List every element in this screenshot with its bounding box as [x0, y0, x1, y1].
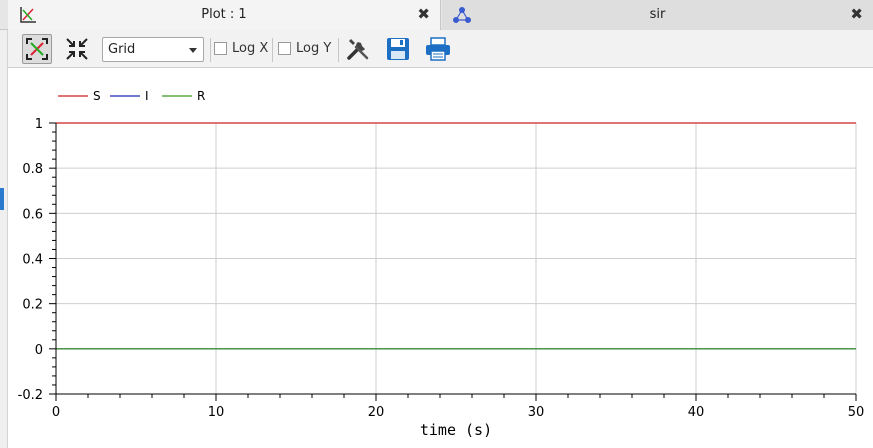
axes: 0 10 20 30 40 50 -0.2 0 0.2 0.4 0.6 0.8 1	[18, 117, 865, 420]
zoom-reset-button[interactable]	[62, 34, 92, 64]
y-tick-label: -0.2	[18, 388, 43, 403]
y-tick-label: 0.4	[22, 253, 43, 268]
setup-button[interactable]	[343, 34, 373, 64]
grid-lines	[55, 122, 857, 395]
x-tick-label: 30	[528, 405, 545, 420]
tab-plot[interactable]: Plot : 1 ✖	[8, 0, 441, 30]
y-tick-label: 0.8	[22, 162, 43, 177]
y-tick-label: 0	[35, 343, 43, 358]
tab-plot-close-icon[interactable]: ✖	[417, 5, 430, 23]
x-tick-label: 10	[208, 405, 225, 420]
chevron-down-icon	[189, 48, 197, 53]
save-icon	[387, 38, 409, 60]
model-icon	[453, 7, 471, 23]
log-y-label: Log Y	[296, 41, 332, 56]
log-x-label: Log X	[232, 41, 269, 56]
grid-select-value: Grid	[108, 42, 136, 57]
plot-icon	[20, 7, 36, 23]
y-tick-label: 0.2	[22, 298, 43, 313]
left-panel-marker	[0, 188, 4, 210]
tab-bar: Plot : 1 ✖ sir ✖	[0, 0, 873, 30]
plot-toolbar: Grid Log X Log Y	[8, 30, 873, 68]
log-y-checkbox-box[interactable]	[278, 42, 291, 55]
tab-sir[interactable]: sir ✖	[442, 0, 873, 30]
x-tick-label: 0	[52, 405, 60, 420]
legend-label-s: S	[93, 89, 101, 103]
tab-sir-close-icon[interactable]: ✖	[850, 5, 863, 23]
y-tick-label: 1	[35, 117, 43, 132]
toolbar-separator	[338, 38, 339, 62]
toolbar-separator	[210, 38, 211, 62]
log-y-checkbox[interactable]: Log Y	[278, 41, 331, 56]
x-tick-label: 20	[368, 405, 385, 420]
y-tick-label: 0.6	[22, 207, 43, 222]
tab-sir-label: sir	[649, 7, 666, 22]
printer-icon	[426, 37, 450, 61]
legend-label-i: I	[145, 89, 149, 103]
plot-canvas[interactable]: 0 10 20 30 40 50 -0.2 0 0.2 0.4 0.6 0.8 1 S I R time (…	[8, 69, 873, 448]
series-lines	[56, 122, 856, 350]
tab-plot-label: Plot : 1	[201, 7, 247, 22]
x-tick-label: 50	[848, 405, 865, 420]
left-panel-strip	[0, 30, 8, 448]
print-button[interactable]	[423, 34, 453, 64]
tools-icon	[347, 39, 369, 60]
toolbar-separator	[272, 38, 273, 62]
save-button[interactable]	[383, 34, 413, 64]
collapse-arrows-icon	[66, 38, 88, 60]
log-x-checkbox-box[interactable]	[214, 42, 227, 55]
x-tick-label: 40	[688, 405, 705, 420]
legend-label-r: R	[197, 89, 205, 103]
fit-in-view-icon	[26, 38, 48, 60]
fit-in-view-button[interactable]	[22, 34, 52, 64]
grid-select[interactable]: Grid	[102, 37, 204, 62]
x-axis-label: time (s)	[420, 421, 492, 439]
log-x-checkbox[interactable]: Log X	[214, 41, 268, 56]
